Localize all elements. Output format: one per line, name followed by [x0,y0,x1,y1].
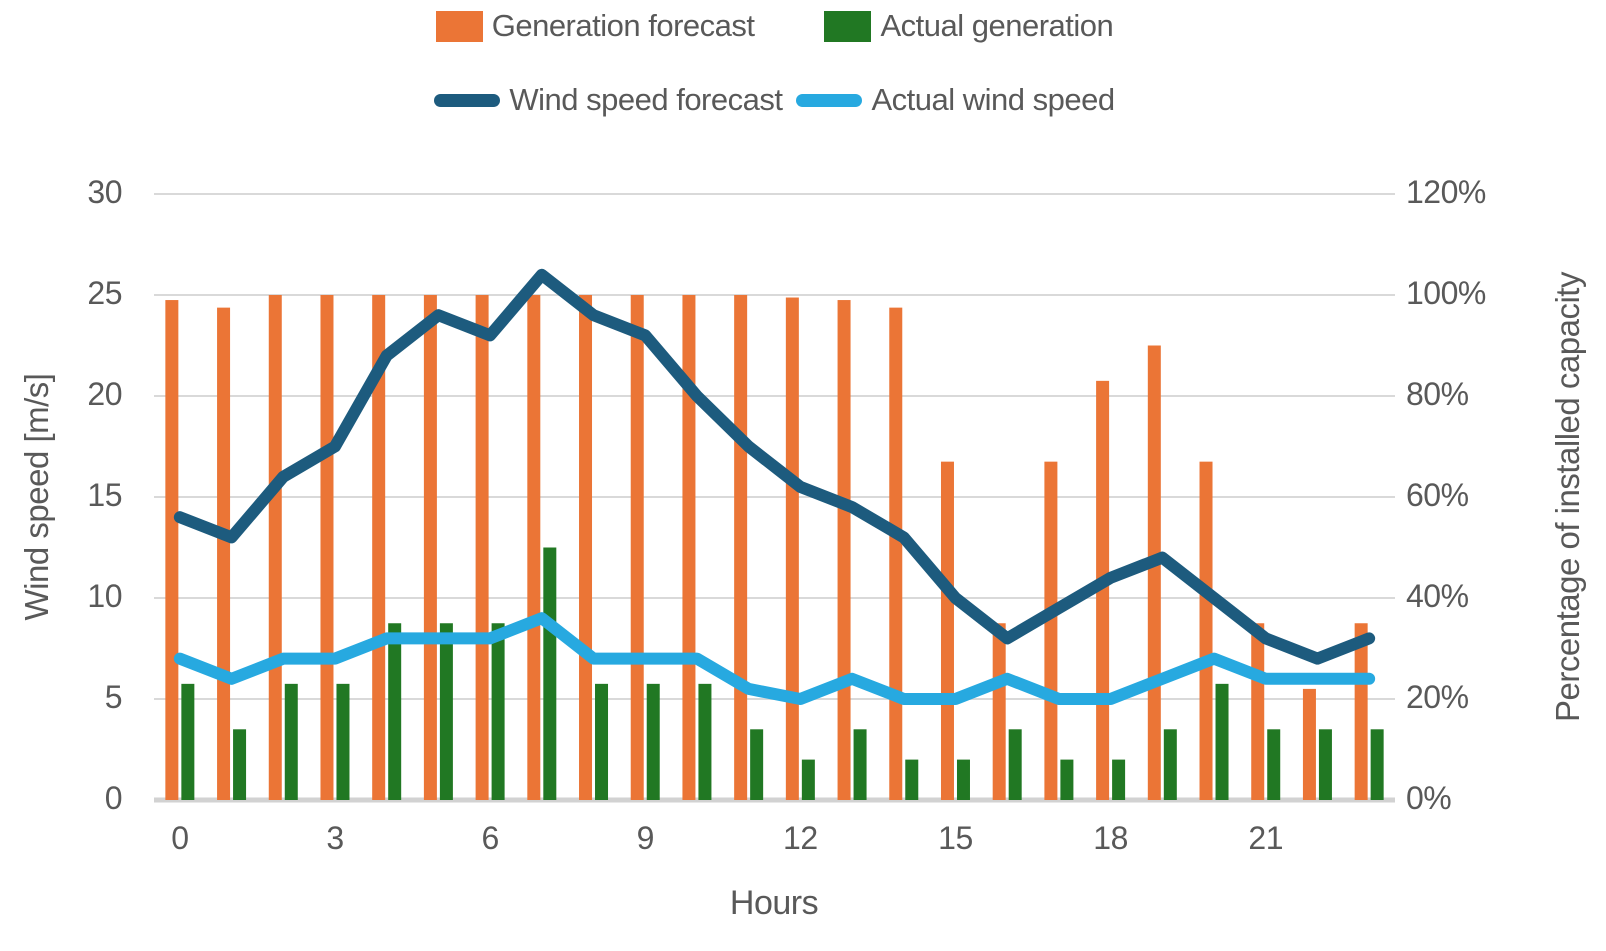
left-axis-tick-25: 25 [87,275,122,311]
left-axis-tick-15: 15 [87,477,122,513]
legend-label: Wind speed forecast [509,82,783,117]
legend-row-bars: Generation forecast Actual generation [154,8,1395,44]
bar-generation-forecast-h13 [837,300,851,800]
left-axis-tick-0: 0 [104,780,123,816]
bar-actual-generation-h11 [750,729,764,800]
legend-label: Actual wind speed [871,82,1115,117]
bar-actual-generation-h3 [336,683,350,800]
generation-forecast-swatch-icon [435,10,483,42]
bar-generation-forecast-h15 [940,461,954,800]
bar-generation-forecast-h23 [1354,623,1368,800]
legend-item-actual-generation: Actual generation [824,8,1114,44]
legend-item-generation-forecast: Generation forecast [435,8,755,44]
bar-actual-generation-h17 [1060,759,1074,800]
bar-generation-forecast-h9 [630,295,644,800]
bar-actual-generation-h18 [1112,759,1126,800]
x-axis-tick-9: 9 [636,820,655,856]
bar-generation-forecast-h12 [785,297,799,800]
line-actual-wind-speed [173,612,1376,705]
bar-generation-forecast-h20 [1199,461,1213,800]
x-axis-tick-6: 6 [481,820,499,856]
x-axis-tick-3: 3 [326,820,344,856]
bar-actual-generation-h22 [1318,729,1332,800]
right-axis-tick-60%: 60% [1406,477,1469,513]
bar-actual-generation-h2 [284,683,298,800]
bar-generation-forecast-h8 [579,295,593,800]
bar-generation-forecast-h21 [1251,623,1265,800]
bar-actual-generation-h8 [595,683,609,800]
right-axis-title: Percentage of installed capacity [1549,272,1586,722]
right-axis-tick-80%: 80% [1406,376,1469,412]
left-axis-tick-10: 10 [87,578,122,614]
bar-generation-forecast-h2 [268,295,282,800]
bar-actual-generation-h14 [905,759,919,800]
left-axis-tick-20: 20 [87,376,122,412]
bar-actual-generation-h13 [853,729,867,800]
bar-generation-forecast-h0 [165,300,179,800]
bar-generation-forecast-h1 [217,307,231,800]
x-axis-tick-0: 0 [171,820,189,856]
line-wind-speed-forecast [173,268,1376,665]
x-axis-tick-21: 21 [1248,820,1284,856]
right-axis-tick-120%: 120% [1406,174,1486,210]
bar-generation-forecast-h22 [1302,688,1316,800]
bar-actual-generation-h4 [388,623,402,800]
bar-generation-forecast-h16 [992,623,1006,800]
bar-actual-generation-h9 [646,683,660,800]
bar-generation-forecast-h10 [682,295,696,800]
right-axis-tick-0%: 0% [1406,780,1452,816]
legend-item-actual-wind-speed: Actual wind speed [796,82,1115,118]
right-axis-tick-100%: 100% [1406,275,1486,311]
left-axis-tick-30: 30 [87,174,122,210]
bar-generation-forecast-h11 [734,295,748,800]
x-axis-title: Hours [729,884,819,922]
bar-generation-forecast-h19 [1147,345,1161,800]
bar-actual-generation-h6 [491,623,505,800]
bar-generation-forecast-h6 [475,295,489,800]
bar-actual-generation-h1 [233,729,247,800]
legend-row-lines: Wind speed forecast Actual wind speed [154,82,1395,118]
bar-generation-forecast-h4 [372,295,386,800]
legend-label: Actual generation [880,8,1114,43]
bar-actual-generation-h16 [1008,729,1022,800]
x-axis-tick-12: 12 [783,820,818,856]
bar-actual-generation-h19 [1163,729,1177,800]
x-axis-tick-15: 15 [938,820,973,856]
bar-actual-generation-h15 [956,759,970,800]
left-axis-title: Wind speed [m/s] [18,373,55,621]
bar-actual-generation-h0 [181,683,195,800]
actual-generation-swatch-icon [824,10,872,42]
bar-generation-forecast-h5 [423,295,437,800]
bar-generation-forecast-h14 [889,307,903,800]
legend-item-wind-speed-forecast: Wind speed forecast [434,82,783,118]
wind-speed-forecast-swatch-icon [434,93,501,107]
x-axis-tick-18: 18 [1093,820,1128,856]
bar-actual-generation-h12 [801,759,815,800]
bar-actual-generation-h21 [1267,729,1281,800]
actual-wind-speed-swatch-icon [796,93,863,107]
bar-actual-generation-h23 [1370,729,1384,800]
right-axis-tick-20%: 20% [1406,679,1469,715]
bar-generation-forecast-h3 [320,295,334,800]
legend-label: Generation forecast [491,8,755,43]
bar-actual-generation-h7 [543,547,557,800]
bar-generation-forecast-h17 [1044,461,1058,800]
bar-generation-forecast-h7 [527,295,541,800]
bar-actual-generation-h10 [698,683,712,800]
right-axis-tick-40%: 40% [1406,578,1469,614]
bar-actual-generation-h20 [1215,683,1229,800]
left-axis-tick-5: 5 [104,679,123,715]
bar-actual-generation-h5 [439,623,453,800]
